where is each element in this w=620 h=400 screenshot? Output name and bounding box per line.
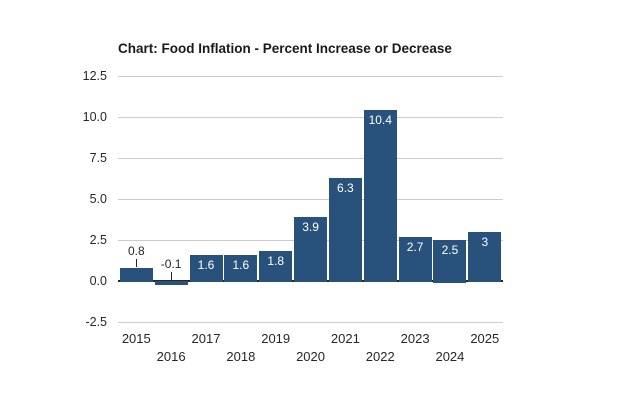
y-tick-label: 10.0 xyxy=(82,110,107,124)
bar-value-label: 2.7 xyxy=(406,239,424,254)
y-tick-label: 0.0 xyxy=(89,274,107,288)
bar-2016 xyxy=(154,281,188,286)
bar-2021 xyxy=(328,177,362,283)
bar-2018 xyxy=(224,254,258,283)
bar-2015 xyxy=(119,267,153,283)
x-tick-label-2024: 2024 xyxy=(435,349,465,364)
bar-value-label: 1.6 xyxy=(197,257,215,272)
bar-value-label: 3 xyxy=(481,234,489,249)
bar-value-label: 1.6 xyxy=(232,257,250,272)
bar-value-label: 0.8 xyxy=(127,243,145,258)
x-tick-label-2017: 2017 xyxy=(191,331,221,346)
gridline xyxy=(118,322,503,323)
gridline xyxy=(118,76,503,77)
x-tick-label-2020: 2020 xyxy=(296,349,325,364)
gridline xyxy=(118,158,503,159)
bar-value-label: 1.8 xyxy=(267,254,285,269)
x-tick-label-2021: 2021 xyxy=(330,331,360,346)
bar-value-label: 10.4 xyxy=(368,113,392,128)
gridline xyxy=(118,117,503,118)
y-tick-label: 12.5 xyxy=(82,69,107,83)
x-tick-label-2025: 2025 xyxy=(470,331,500,346)
bar-2025 xyxy=(468,231,502,283)
x-tick-label-2022: 2022 xyxy=(365,349,395,364)
bar-2019 xyxy=(259,251,293,283)
label-leader-line xyxy=(170,272,172,280)
x-tick-label-2016: 2016 xyxy=(156,349,186,364)
y-tick-label: 5.0 xyxy=(89,192,107,206)
gridline xyxy=(118,199,503,200)
bar-2022 xyxy=(363,110,397,283)
bar-value-label: 6.3 xyxy=(337,180,354,195)
bar-2024 xyxy=(433,240,467,283)
y-tick-label: 2.5 xyxy=(89,233,107,247)
x-tick-label-2015: 2015 xyxy=(121,331,151,346)
bar-2023 xyxy=(398,236,432,283)
bar-value-label: -0.1 xyxy=(160,257,182,271)
y-tick-label: -2.5 xyxy=(85,315,107,329)
bar-value-label: 3.9 xyxy=(302,220,319,235)
bar-value-label: 2.5 xyxy=(441,243,459,257)
label-leader-line xyxy=(135,258,137,267)
bar-2017 xyxy=(189,254,223,283)
x-tick-label-2023: 2023 xyxy=(400,331,430,346)
y-tick-label: 7.5 xyxy=(89,151,107,165)
x-tick-label-2018: 2018 xyxy=(226,349,256,364)
x-tick-label-2019: 2019 xyxy=(261,331,291,346)
chart-title: Chart: Food Inflation - Percent Increase… xyxy=(118,41,452,56)
bar-2020 xyxy=(294,217,328,283)
